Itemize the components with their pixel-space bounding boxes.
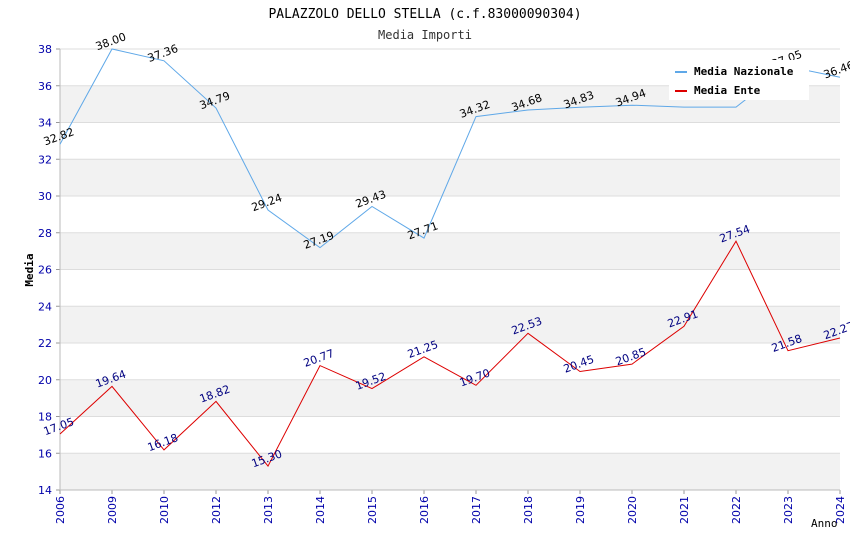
x-tick-label-2022: 2022 xyxy=(730,496,743,524)
band-22 xyxy=(60,306,840,343)
band-18 xyxy=(60,379,840,417)
data-label-media-ente-2019: 20.45 xyxy=(562,353,596,376)
data-label-media-ente-2020: 20.85 xyxy=(614,345,648,368)
x-tick-label-2012: 2012 xyxy=(210,496,223,524)
x-tick-label-2014: 2014 xyxy=(314,496,327,524)
y-axis-label: Media xyxy=(23,253,36,286)
band-14 xyxy=(60,453,840,490)
y-tick-label-38: 38 xyxy=(38,43,52,56)
series-lines xyxy=(59,48,841,468)
x-tick-labels: 2006 2009 2010 2012 2013 2014 2015 2016 2017 2018… xyxy=(54,496,847,524)
background-bands xyxy=(60,85,840,490)
x-tick-label-2013: 2013 xyxy=(262,496,275,524)
y-tick-label-30: 30 xyxy=(38,190,52,203)
x-tick-label-2015: 2015 xyxy=(366,496,379,524)
x-tick-label-2021: 2021 xyxy=(678,496,691,524)
series-line-media-ente xyxy=(59,240,841,468)
y-tick-label-22: 22 xyxy=(38,337,52,350)
y-tick-label-16: 16 xyxy=(38,447,52,460)
x-tick-label-2006: 2006 xyxy=(54,496,67,524)
chart-subtitle: Media Importi xyxy=(378,28,472,42)
x-tick-label-2010: 2010 xyxy=(158,496,171,524)
data-label-media-nazionale-2010: 37.36 xyxy=(146,42,180,65)
x-axis-label: Anno xyxy=(811,517,838,530)
legend: Media Nazionale Media Ente xyxy=(669,60,809,100)
y-tick-label-36: 36 xyxy=(38,80,52,93)
x-tick-label-2024: 2024 xyxy=(834,496,847,524)
x-tick-label-2019: 2019 xyxy=(574,496,587,524)
legend-box xyxy=(669,60,809,100)
band-26 xyxy=(60,232,840,270)
x-tick-label-2016: 2016 xyxy=(418,496,431,524)
data-label-media-nazionale-2009: 38.00 xyxy=(94,30,128,53)
y-tick-label-14: 14 xyxy=(38,484,52,497)
x-tick-label-2009: 2009 xyxy=(106,496,119,524)
y-tick-labels: 14 16 18 20 22 24 26 28 30 32 34 36 38 xyxy=(38,43,52,497)
x-tick-label-2017: 2017 xyxy=(470,496,483,524)
y-tick-label-20: 20 xyxy=(38,374,52,387)
y-tick-label-32: 32 xyxy=(38,153,52,166)
series-line-media-nazionale xyxy=(59,48,841,249)
grid-lines xyxy=(56,48,841,494)
y-tick-label-28: 28 xyxy=(38,227,52,240)
x-tick-label-2020: 2020 xyxy=(626,496,639,524)
y-tick-label-26: 26 xyxy=(38,264,52,277)
y-tick-label-18: 18 xyxy=(38,411,52,424)
chart-title: PALAZZOLO DELLO STELLA (c.f.83000090304) xyxy=(268,7,581,22)
data-label-media-ente-2014: 20.77 xyxy=(302,347,336,370)
y-tick-label-24: 24 xyxy=(38,300,52,313)
data-label-media-nazionale-2024: 36.46 xyxy=(822,59,850,82)
y-tick-label-34: 34 xyxy=(38,117,52,130)
legend-label-media-ente: Media Ente xyxy=(694,84,761,97)
x-tick-label-2023: 2023 xyxy=(782,496,795,524)
axes xyxy=(59,49,840,491)
legend-label-media-nazionale: Media Nazionale xyxy=(694,65,794,78)
x-tick-label-2018: 2018 xyxy=(522,496,535,524)
